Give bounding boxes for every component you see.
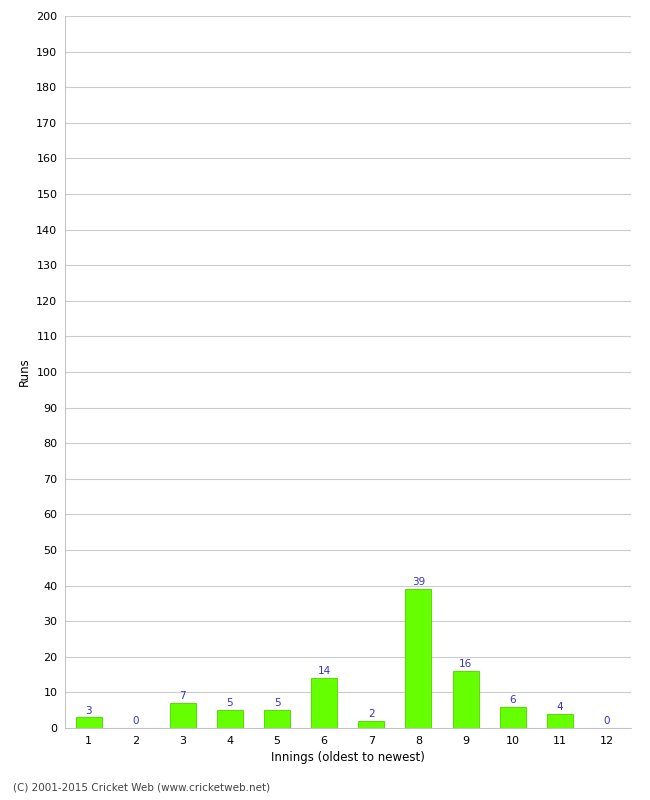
Bar bbox=[452, 671, 478, 728]
Text: 6: 6 bbox=[510, 695, 516, 705]
Text: 3: 3 bbox=[85, 706, 92, 715]
Text: 5: 5 bbox=[274, 698, 280, 709]
Text: 14: 14 bbox=[318, 666, 331, 676]
Text: (C) 2001-2015 Cricket Web (www.cricketweb.net): (C) 2001-2015 Cricket Web (www.cricketwe… bbox=[13, 782, 270, 792]
Text: 16: 16 bbox=[459, 659, 472, 670]
X-axis label: Innings (oldest to newest): Innings (oldest to newest) bbox=[271, 751, 424, 764]
Bar bbox=[500, 706, 526, 728]
Text: 0: 0 bbox=[604, 716, 610, 726]
Text: 39: 39 bbox=[412, 578, 425, 587]
Bar bbox=[75, 718, 101, 728]
Bar bbox=[217, 710, 243, 728]
Text: 7: 7 bbox=[179, 691, 186, 702]
Bar bbox=[406, 589, 432, 728]
Bar bbox=[547, 714, 573, 728]
Y-axis label: Runs: Runs bbox=[18, 358, 31, 386]
Text: 4: 4 bbox=[556, 702, 563, 712]
Bar bbox=[264, 710, 290, 728]
Text: 0: 0 bbox=[133, 716, 139, 726]
Text: 5: 5 bbox=[227, 698, 233, 709]
Text: 2: 2 bbox=[368, 709, 374, 719]
Bar bbox=[358, 721, 384, 728]
Bar bbox=[170, 703, 196, 728]
Bar bbox=[311, 678, 337, 728]
